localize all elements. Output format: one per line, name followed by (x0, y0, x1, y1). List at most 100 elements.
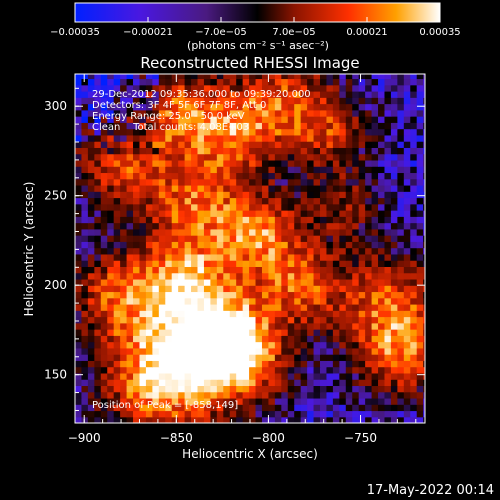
heatmap-cell (94, 366, 102, 374)
heatmap-cell (410, 329, 418, 336)
heatmap-cell (165, 253, 173, 261)
heatmap-cell (352, 134, 360, 142)
heatmap-cell (87, 272, 95, 280)
heatmap-cell (255, 329, 263, 336)
heatmap-cell (184, 84, 192, 92)
heatmap-cell (152, 247, 160, 255)
heatmap-cell (152, 260, 160, 267)
heatmap-cell (339, 391, 347, 399)
heatmap-cell (313, 347, 321, 355)
heatmap-cell (120, 247, 128, 255)
heatmap-cell (332, 247, 340, 255)
heatmap-cell (145, 91, 153, 98)
heatmap-cell (268, 385, 276, 393)
heatmap-cell (274, 84, 282, 92)
heatmap-cell (120, 178, 128, 186)
heatmap-cell (320, 159, 328, 167)
heatmap-cell (152, 116, 160, 123)
heatmap-cell (358, 322, 366, 330)
heatmap-cell (358, 241, 366, 249)
heatmap-cell (158, 347, 166, 355)
heatmap-cell (384, 153, 392, 161)
heatmap-cell (197, 91, 205, 98)
heatmap-cell (229, 141, 237, 148)
heatmap-cell (139, 272, 147, 280)
heatmap-cell (139, 354, 147, 361)
heatmap-cell (313, 410, 321, 418)
heatmap-cell (365, 297, 373, 305)
heatmap-cell (210, 166, 218, 174)
heatmap-cell (94, 391, 102, 399)
heatmap-cell (139, 297, 147, 305)
heatmap-cell (410, 178, 418, 186)
heatmap-cell (165, 128, 173, 136)
heatmap-cell (178, 397, 186, 405)
heatmap-cell (416, 372, 424, 380)
heatmap-cell (236, 347, 244, 355)
heatmap-cell (268, 191, 276, 199)
heatmap-cell (313, 159, 321, 167)
heatmap-cell (178, 210, 186, 217)
heatmap-cell (184, 260, 192, 267)
heatmap-cell (352, 78, 360, 86)
heatmap-cell (416, 278, 424, 286)
heatmap-cell (339, 404, 347, 412)
heatmap-cell (410, 416, 418, 423)
heatmap-cell (294, 335, 302, 343)
colorbar-units: (photons cm⁻² s⁻¹ asec⁻²) (187, 39, 329, 52)
heatmap-cell (307, 266, 315, 274)
heatmap-cell (320, 116, 328, 123)
heatmap-cell (191, 285, 199, 293)
heatmap-cell (184, 78, 192, 86)
heatmap-cell (81, 97, 89, 105)
heatmap-cell (236, 360, 244, 368)
heatmap-cell (210, 260, 218, 267)
heatmap-cell (423, 210, 425, 217)
heatmap-cell (171, 322, 179, 330)
heatmap-cell (184, 97, 192, 105)
heatmap-cell (326, 216, 334, 224)
heatmap-cell (384, 84, 392, 92)
heatmap-cell (210, 197, 218, 205)
heatmap-cell (358, 391, 366, 399)
heatmap-cell (87, 128, 95, 136)
heatmap-cell (107, 360, 115, 368)
heatmap-cell (384, 241, 392, 249)
heatmap-cell (139, 153, 147, 161)
heatmap-cell (113, 91, 121, 98)
heatmap-cell (203, 360, 211, 368)
heatmap-cell (139, 329, 147, 336)
heatmap-cell (100, 216, 108, 224)
heatmap-cell (100, 178, 108, 186)
heatmap-cell (184, 266, 192, 274)
heatmap-cell (152, 235, 160, 242)
heatmap-cell (261, 134, 270, 142)
heatmap-cell (307, 116, 315, 123)
heatmap-cell (145, 153, 153, 161)
heatmap-cell (371, 329, 379, 336)
heatmap-cell (365, 141, 373, 148)
heatmap-cell (378, 97, 386, 105)
heatmap-cell (120, 109, 128, 117)
heatmap-cell (332, 197, 340, 205)
heatmap-cell (397, 297, 405, 305)
heatmap-cell (249, 329, 257, 336)
heatmap-cell (120, 379, 128, 387)
heatmap-cell (300, 303, 308, 311)
heatmap-cell (94, 397, 102, 405)
heatmap-cell (145, 122, 153, 130)
heatmap-cell (320, 347, 328, 355)
heatmap-cell (87, 322, 95, 330)
heatmap-cell (178, 291, 186, 299)
heatmap-cell (210, 360, 218, 368)
heatmap-cell (197, 235, 205, 242)
heatmap-cell (307, 153, 315, 161)
heatmap-cell (210, 291, 218, 299)
heatmap-cell (126, 235, 134, 242)
heatmap-cell (307, 178, 315, 186)
heatmap-cell (203, 247, 211, 255)
heatmap-cell (223, 335, 231, 343)
heatmap-cell (87, 316, 95, 324)
heatmap-cell (300, 241, 308, 249)
heatmap-cell (307, 166, 315, 174)
